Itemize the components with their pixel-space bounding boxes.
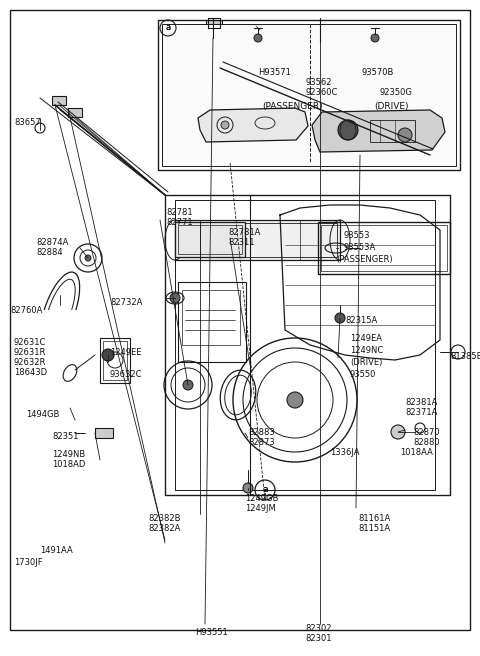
Bar xyxy=(182,290,240,345)
Circle shape xyxy=(85,255,91,261)
Bar xyxy=(100,338,130,383)
Bar xyxy=(178,223,337,257)
Circle shape xyxy=(254,34,262,42)
Text: (PASSENGER): (PASSENGER) xyxy=(262,102,323,111)
Text: 82351: 82351 xyxy=(52,432,79,441)
Text: 92631R: 92631R xyxy=(14,348,47,357)
Text: 1249JM: 1249JM xyxy=(245,504,276,513)
Text: 1491AA: 1491AA xyxy=(40,546,73,555)
Text: 93550: 93550 xyxy=(350,370,376,379)
Text: H93551: H93551 xyxy=(195,628,228,637)
Circle shape xyxy=(243,483,253,493)
Circle shape xyxy=(391,425,405,439)
Text: 82382A: 82382A xyxy=(148,524,180,533)
Bar xyxy=(175,200,435,490)
Text: 82874A: 82874A xyxy=(36,238,68,247)
Text: 82873: 82873 xyxy=(248,438,275,447)
Text: 93570B: 93570B xyxy=(362,68,395,77)
Circle shape xyxy=(335,313,345,323)
Text: 92631C: 92631C xyxy=(14,338,47,347)
Text: H93571: H93571 xyxy=(258,68,291,77)
Text: 81161A: 81161A xyxy=(358,514,390,523)
Text: 82884: 82884 xyxy=(36,248,62,257)
Text: 1249GB: 1249GB xyxy=(245,494,278,503)
Text: 18643D: 18643D xyxy=(14,368,47,377)
Text: 93562: 93562 xyxy=(306,78,333,87)
Text: 1336JA: 1336JA xyxy=(330,448,360,457)
Circle shape xyxy=(221,121,229,129)
Text: (DRIVE): (DRIVE) xyxy=(350,358,383,367)
Text: 1018AD: 1018AD xyxy=(52,460,85,469)
Bar xyxy=(175,220,340,260)
Bar xyxy=(175,222,245,257)
Text: 82382B: 82382B xyxy=(148,514,180,523)
Text: a: a xyxy=(166,24,170,33)
Bar xyxy=(370,120,415,142)
Bar xyxy=(52,96,66,105)
Text: 1494GB: 1494GB xyxy=(26,410,60,419)
Text: 82315A: 82315A xyxy=(345,316,377,325)
Text: 82781: 82781 xyxy=(166,208,192,217)
Text: 81151A: 81151A xyxy=(358,524,390,533)
Text: 82880: 82880 xyxy=(413,438,440,447)
Text: 82781A: 82781A xyxy=(228,228,260,237)
Circle shape xyxy=(170,293,180,303)
Bar xyxy=(206,20,222,30)
Text: 92632R: 92632R xyxy=(14,358,47,367)
Text: 82381A: 82381A xyxy=(405,398,437,407)
Text: 1018AA: 1018AA xyxy=(400,448,433,457)
Text: 93553: 93553 xyxy=(344,231,371,240)
Text: 92350G: 92350G xyxy=(380,88,413,97)
Bar xyxy=(103,341,127,380)
Circle shape xyxy=(371,34,379,42)
Text: 93553A: 93553A xyxy=(344,243,376,252)
Circle shape xyxy=(338,120,358,140)
Text: 1249EA: 1249EA xyxy=(350,334,382,343)
Circle shape xyxy=(183,380,193,390)
Bar xyxy=(318,222,450,274)
Text: 81385B: 81385B xyxy=(450,352,480,361)
Text: 93632C: 93632C xyxy=(110,370,143,379)
Text: 82301: 82301 xyxy=(305,634,332,643)
Text: (DRIVE): (DRIVE) xyxy=(374,102,408,111)
Polygon shape xyxy=(198,108,308,142)
Text: 82732A: 82732A xyxy=(110,298,143,307)
Text: a: a xyxy=(262,485,268,495)
Text: 1249EE: 1249EE xyxy=(110,348,142,357)
Text: 82870: 82870 xyxy=(413,428,440,437)
Circle shape xyxy=(287,392,303,408)
Text: 92360C: 92360C xyxy=(306,88,338,97)
Text: 82883: 82883 xyxy=(248,428,275,437)
Text: 82311: 82311 xyxy=(228,238,254,247)
Text: 82771: 82771 xyxy=(166,218,192,227)
Bar xyxy=(95,428,113,438)
Polygon shape xyxy=(312,110,445,152)
Text: 83657: 83657 xyxy=(14,118,41,127)
Bar xyxy=(158,20,460,170)
Text: 82760A: 82760A xyxy=(10,306,42,315)
Circle shape xyxy=(102,349,114,361)
Bar xyxy=(178,282,246,362)
Text: 1249NC: 1249NC xyxy=(350,346,383,355)
Text: 1730JF: 1730JF xyxy=(14,558,43,567)
Text: a: a xyxy=(262,485,268,495)
Bar xyxy=(178,225,242,254)
Text: 1249NB: 1249NB xyxy=(52,450,85,459)
Text: (PASSENGER): (PASSENGER) xyxy=(336,255,393,264)
Bar xyxy=(162,24,456,166)
Bar xyxy=(321,225,447,271)
Text: a: a xyxy=(166,24,170,33)
Text: 82302: 82302 xyxy=(305,624,332,633)
Bar xyxy=(68,108,82,117)
Text: 82371A: 82371A xyxy=(405,408,437,417)
Circle shape xyxy=(398,128,412,142)
